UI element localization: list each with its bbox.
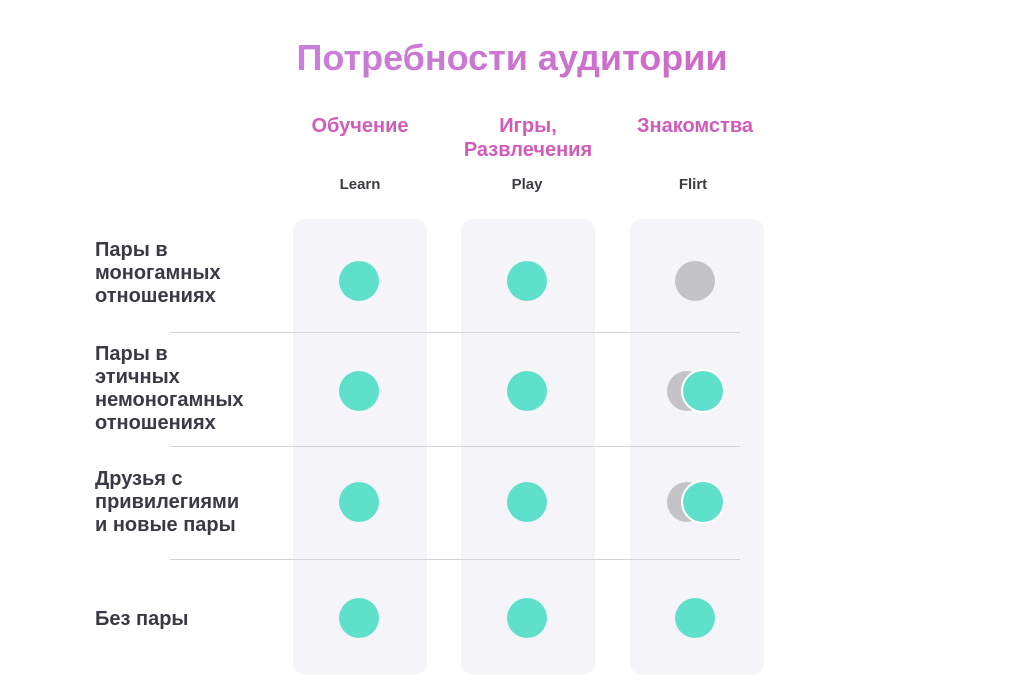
column-title-flirt: Знакомства	[636, 115, 754, 137]
mark-r1-play-full	[507, 261, 547, 301]
mark-r2-learn-full	[339, 371, 379, 411]
column-title-play: Игры, Развлечения	[463, 115, 593, 161]
mark-r2-flirt-partial-front	[683, 371, 723, 411]
mark-r3-flirt-partial-front	[683, 482, 723, 522]
mark-r3-play-full	[507, 482, 547, 522]
column-subtitle-flirt: Flirt	[678, 176, 708, 193]
row-label-single: Без пары	[95, 608, 189, 630]
mark-r4-learn-full	[339, 598, 379, 638]
mark-r1-flirt-none	[675, 261, 715, 301]
column-title-learn: Обучение	[311, 115, 409, 137]
row-divider	[170, 559, 740, 560]
row-label-ethical-non-monogamous: Пары в этичных немоногамных отношениях	[95, 343, 244, 434]
row-label-monogamous: Пары в моногамных отношениях	[95, 239, 221, 307]
mark-r1-learn-full	[339, 261, 379, 301]
row-divider	[170, 332, 740, 333]
mark-r4-flirt-full	[675, 598, 715, 638]
mark-r4-play-full	[507, 598, 547, 638]
column-subtitle-play: Play	[511, 176, 543, 193]
row-divider	[170, 446, 740, 447]
page-title: Потребности аудитории	[0, 36, 1024, 80]
mark-r3-learn-full	[339, 482, 379, 522]
mark-r2-play-full	[507, 371, 547, 411]
column-subtitle-learn: Learn	[339, 176, 381, 193]
row-label-friends-with-benefits: Друзья с привилегиями и новые пары	[95, 468, 240, 536]
